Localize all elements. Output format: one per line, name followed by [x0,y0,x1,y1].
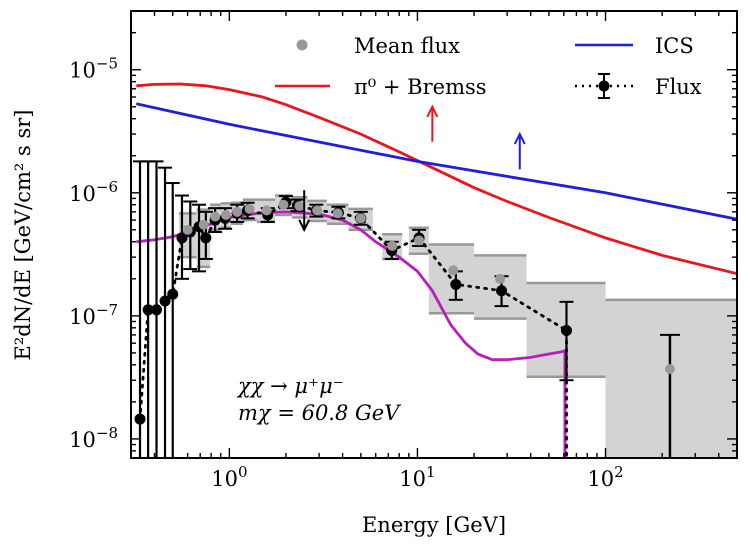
pi0-bremss-curve [136,82,737,276]
mean-flux-point-6 [261,205,272,216]
axis-ticks [130,11,738,459]
mean-flux-point-7 [278,199,289,210]
annotation-mass: mχ = 60.8 GeV [238,401,401,425]
mean-flux-point-15 [495,273,506,284]
legend-flux-marker [598,80,610,92]
legend-flux-label: Flux [655,75,702,99]
mean-flux-point-4 [232,206,243,217]
axis-tick-labels: 100 101 102 10−8 10−7 10−6 10−5 [69,55,624,491]
mean-flux-point-16 [664,364,675,375]
flux-point-0 [134,413,146,425]
flux-point-22 [496,285,508,297]
flux-point-5 [176,232,188,244]
arrow-head-2 [513,131,526,145]
limit-arrows [298,104,526,233]
mean-flux-bands [179,194,737,458]
y-tick-label-0: 10−8 [69,424,118,452]
mean-flux-point-11 [355,213,366,224]
legend-mean-flux-marker [296,39,308,51]
arrow-head-0 [298,219,311,233]
mean-band-17 [605,299,737,458]
annotation-channel: χχ → μ⁺μ⁻ [236,374,344,398]
y-axis-title: E²dN/dE [GeV/cm² s sr] [11,110,35,361]
flux-point-3 [159,295,171,307]
legend-ics-label: ICS [655,34,694,58]
mean-flux-point-0 [182,224,193,235]
flux-point-8 [200,232,212,244]
flux-points [134,196,675,425]
y-tick-label-3: 10−5 [69,55,118,83]
mean-flux-point-10 [332,208,343,219]
mean-flux-point-12 [387,240,398,251]
mean-flux-point-3 [221,210,232,221]
y-tick-label-1: 10−7 [69,301,118,329]
mean-flux-point-2 [210,211,221,222]
plot-frame [130,10,738,459]
mean-flux-point-9 [312,205,323,216]
flux-point-4 [167,288,179,300]
legend-mean-flux-label: Mean flux [354,34,460,58]
flux-point-21 [450,278,462,290]
flux-point-2 [151,304,163,316]
mean-flux-point-13 [414,235,425,246]
x-tick-label-1: 101 [399,463,435,491]
x-tick-label-0: 100 [211,463,247,491]
mean-flux-point-8 [294,201,305,212]
mean-flux-point-5 [244,203,255,214]
mean-band-14 [428,244,475,314]
flux-point-1 [142,304,154,316]
mean-flux-point-14 [448,265,459,276]
x-tick-label-2: 102 [587,463,623,491]
ics-curve [135,102,737,221]
legend: Mean flux π⁰ + Bremss ICS Flux [275,34,702,99]
mean-flux-point-1 [198,219,209,230]
x-axis-title: Energy [GeV] [362,513,506,537]
arrow-head-1 [426,104,439,118]
legend-pi0-label: π⁰ + Bremss [354,75,487,99]
flux-point-23 [560,325,572,337]
y-tick-label-2: 10−6 [69,178,118,206]
